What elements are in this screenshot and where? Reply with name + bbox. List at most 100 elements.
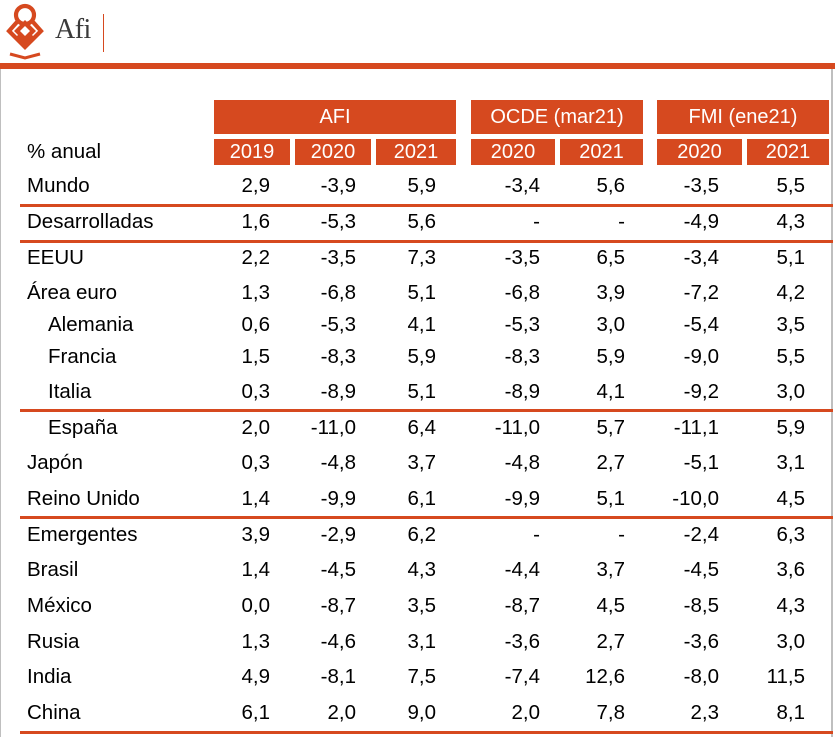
value-cell: -5,3 <box>504 313 540 336</box>
value-cell: -4,8 <box>320 451 356 474</box>
value-cell: 4,3 <box>776 210 806 233</box>
row-label: Reino Unido <box>27 487 140 510</box>
value-cell: 8,1 <box>776 701 806 724</box>
value-cell: -7,2 <box>683 281 719 304</box>
row-label: Rusia <box>27 630 80 653</box>
value-cell: -9,0 <box>683 345 719 368</box>
group-header: FMI (ene21) <box>657 100 829 134</box>
value-cell: - <box>533 523 540 546</box>
value-cell: -4,9 <box>683 210 719 233</box>
row-separator <box>20 409 833 412</box>
value-cell: 6,4 <box>407 416 437 439</box>
value-cell: -8,9 <box>504 380 540 403</box>
value-cell: 6,5 <box>596 246 626 269</box>
header-accent-line <box>0 63 835 69</box>
value-cell: 1,3 <box>241 630 271 653</box>
row-label: China <box>27 701 81 724</box>
value-cell: -3,6 <box>504 630 540 653</box>
value-cell: -8,7 <box>504 594 540 617</box>
value-cell: 2,3 <box>690 701 720 724</box>
value-cell: -4,6 <box>320 630 356 653</box>
value-cell: -5,3 <box>320 313 356 336</box>
year-header: 2020 <box>295 139 371 165</box>
value-cell: -8,5 <box>683 594 719 617</box>
value-cell: 2,2 <box>241 246 271 269</box>
value-cell: 5,1 <box>596 487 626 510</box>
value-cell: 2,9 <box>241 174 271 197</box>
value-cell: -3,4 <box>504 174 540 197</box>
value-cell: 5,1 <box>407 281 437 304</box>
value-cell: -3,5 <box>504 246 540 269</box>
value-cell: 5,9 <box>407 174 437 197</box>
value-cell: 5,1 <box>776 246 806 269</box>
value-cell: 6,3 <box>776 523 806 546</box>
value-cell: -3,5 <box>320 246 356 269</box>
afi-logo-icon <box>6 3 44 60</box>
value-cell: 4,5 <box>776 487 806 510</box>
value-cell: 3,5 <box>407 594 437 617</box>
value-cell: 1,6 <box>241 210 271 233</box>
content-frame <box>0 69 833 737</box>
value-cell: -8,9 <box>320 380 356 403</box>
year-header: 2019 <box>214 139 290 165</box>
row-label: Mundo <box>27 174 90 197</box>
year-header: 2021 <box>747 139 829 165</box>
value-cell: -11,1 <box>673 416 719 439</box>
value-cell: 5,9 <box>776 416 806 439</box>
value-cell: -7,4 <box>504 665 540 688</box>
value-cell: 9,0 <box>407 701 437 724</box>
value-cell: 4,5 <box>596 594 626 617</box>
value-cell: 3,5 <box>776 313 806 336</box>
value-cell: - <box>618 523 625 546</box>
value-cell: -3,5 <box>683 174 719 197</box>
year-header: 2020 <box>657 139 742 165</box>
year-header: 2021 <box>376 139 456 165</box>
value-cell: 5,5 <box>776 345 806 368</box>
header-divider <box>103 14 104 52</box>
value-cell: -10,0 <box>672 487 719 510</box>
value-cell: 5,7 <box>596 416 626 439</box>
row-separator <box>20 204 833 207</box>
row-label: Desarrolladas <box>27 210 154 233</box>
value-cell: 7,3 <box>407 246 437 269</box>
year-header: 2021 <box>560 139 643 165</box>
value-cell: 5,9 <box>407 345 437 368</box>
value-cell: 0,3 <box>241 380 271 403</box>
row-label: España <box>48 416 118 439</box>
row-label: India <box>27 665 72 688</box>
row-label: México <box>27 594 92 617</box>
value-cell: 5,1 <box>407 380 437 403</box>
value-cell: -4,8 <box>504 451 540 474</box>
value-cell: -9,9 <box>504 487 540 510</box>
row-label: Brasil <box>27 558 79 581</box>
row-separator <box>20 240 833 243</box>
unit-label: % anual <box>27 140 102 163</box>
value-cell: 2,0 <box>327 701 357 724</box>
header-bar: Afi <box>0 0 835 63</box>
row-separator <box>20 731 833 734</box>
group-header: AFI <box>214 100 456 134</box>
group-header: OCDE (mar21) <box>471 100 643 134</box>
value-cell: -11,0 <box>310 416 356 439</box>
value-cell: 4,3 <box>776 594 806 617</box>
value-cell: 7,8 <box>596 701 626 724</box>
value-cell: 3,0 <box>596 313 626 336</box>
value-cell: 2,0 <box>241 416 271 439</box>
value-cell: -9,2 <box>683 380 719 403</box>
row-label: EEUU <box>27 246 84 269</box>
value-cell: -8,3 <box>504 345 540 368</box>
value-cell: 3,1 <box>407 630 437 653</box>
value-cell: -6,8 <box>320 281 356 304</box>
value-cell: 4,3 <box>407 558 437 581</box>
value-cell: -8,1 <box>320 665 356 688</box>
value-cell: 3,7 <box>596 558 626 581</box>
value-cell: -11,0 <box>494 416 540 439</box>
value-cell: 1,4 <box>241 487 271 510</box>
value-cell: 7,5 <box>407 665 437 688</box>
value-cell: 6,2 <box>407 523 437 546</box>
value-cell: 3,9 <box>241 523 271 546</box>
value-cell: -8,3 <box>320 345 356 368</box>
value-cell: - <box>618 210 625 233</box>
value-cell: 3,9 <box>596 281 626 304</box>
value-cell: 6,1 <box>407 487 437 510</box>
